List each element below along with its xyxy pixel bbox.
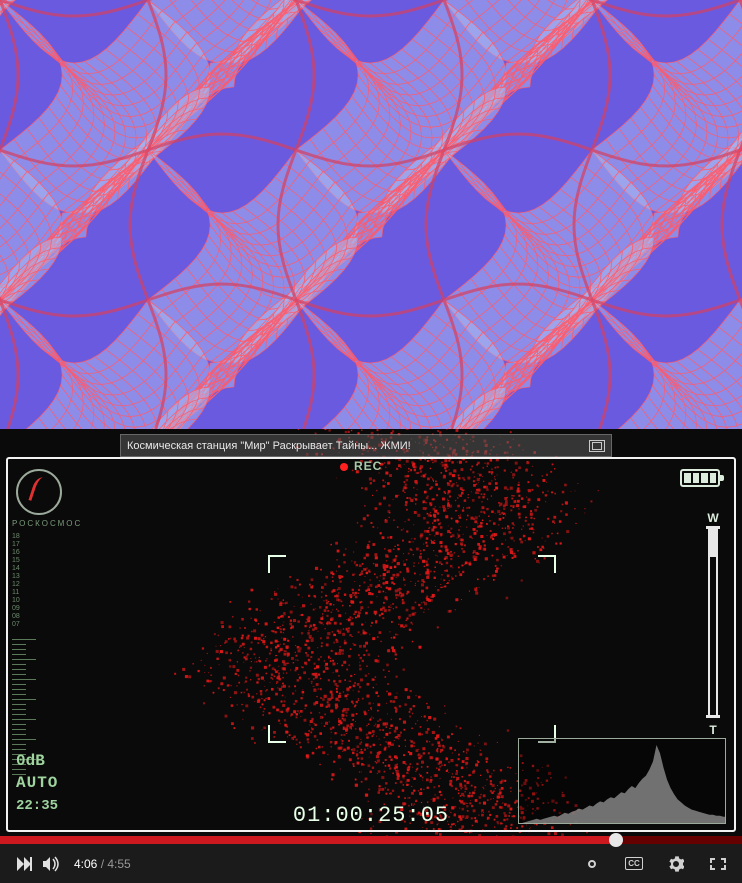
audio-db-label: 0dB [16,752,45,770]
watch-later-button[interactable] [578,850,606,878]
watch-later-icon [588,860,596,868]
next-button[interactable] [10,850,38,878]
seek-handle[interactable] [609,833,623,847]
rec-indicator-dot [340,463,348,471]
logo-swoosh-icon [26,479,52,505]
seek-played [0,836,616,844]
cc-icon: CC [625,857,643,870]
fullscreen-button[interactable] [704,850,732,878]
gear-icon [668,856,684,872]
player-controls: 4:06 / 4:55 CC [0,844,742,883]
battery-icon [680,469,720,487]
annotation-text: Космическая станция "Мир" Раскрывает Тай… [127,440,411,452]
time-display: 4:06 / 4:55 [74,857,131,871]
seek-bar[interactable] [0,836,742,844]
agency-name: РОСКОСМОС [12,519,82,528]
captions-button[interactable]: CC [620,850,648,878]
zoom-scale: W T [706,511,720,737]
annotation-banner[interactable]: Космическая станция "Мир" Раскрывает Тай… [120,434,612,457]
left-readout-scale: 181716151413121110090807 [12,533,20,629]
focus-bracket-bl [268,725,286,743]
annotation-link-icon [589,440,605,452]
agency-logo [16,469,62,515]
video-frame: Космическая станция "Мир" Раскрывает Тай… [0,429,742,836]
volume-button[interactable] [38,850,66,878]
focus-bracket-tr [538,555,556,573]
rec-label: REC [354,459,382,473]
auto-mode-label: AUTO [16,774,58,792]
settings-button[interactable] [662,850,690,878]
fullscreen-icon [710,858,726,870]
pattern-panel [0,0,742,429]
duration: 4:55 [107,857,130,871]
focus-bracket-tl [268,555,286,573]
current-time: 4:06 [74,857,97,871]
timecode: 01:00:25:05 [0,803,742,828]
zoom-tele-label: T [706,723,720,737]
pattern-svg [0,0,742,429]
zoom-wide-label: W [706,511,720,525]
